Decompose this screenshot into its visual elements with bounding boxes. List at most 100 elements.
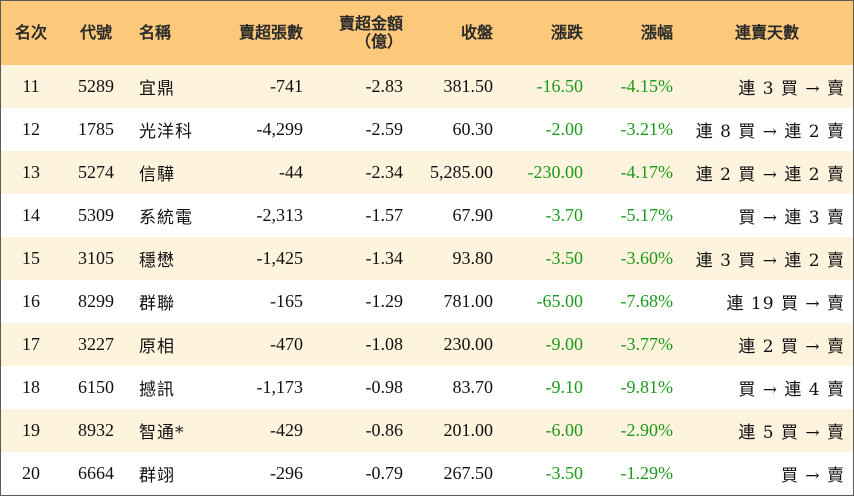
cell-change: -3.50	[545, 248, 584, 268]
cell-name: 穩懋	[139, 251, 175, 271]
cell-name: 撼訊	[139, 380, 175, 400]
header-close: 收盤	[460, 23, 493, 42]
cell-code: 5289	[78, 76, 114, 96]
cell-code: 1785	[78, 119, 114, 139]
cell-rank: 19	[22, 420, 40, 440]
cell-net-sell-lots: -741	[270, 76, 303, 96]
cell-change-pct: -7.68%	[620, 291, 674, 311]
cell-streak: 連 5 買 → 賣	[738, 423, 845, 443]
cell-streak: 連 2 買 → 連 2 賣	[695, 165, 845, 185]
cell-close: 83.70	[452, 377, 494, 397]
cell-net-sell-amount: -0.79	[365, 463, 404, 483]
cell-net-sell-lots: -296	[270, 463, 303, 483]
cell-code: 8299	[78, 291, 114, 311]
table-row: 16 8299 群聯 -165 -1.29 781.00 -65.00 -7.68% 連 19 …	[1, 280, 853, 323]
header-change-pct: 漲幅	[640, 23, 673, 42]
cell-change-pct: -4.17%	[620, 162, 674, 182]
table-row: 20 6664 群翊 -296 -0.79 267.50 -3.50 -1.29% 買 → 賣	[1, 452, 853, 495]
cell-streak: 連 19 買 → 賣	[726, 294, 845, 314]
cell-close: 67.90	[452, 205, 494, 225]
cell-streak: 連 2 買 → 賣	[738, 337, 845, 357]
cell-code: 5274	[78, 162, 114, 182]
cell-rank: 16	[22, 291, 40, 311]
cell-change: -9.00	[545, 334, 584, 354]
cell-streak: 連 8 買 → 連 2 賣	[695, 122, 845, 142]
cell-change-pct: -5.17%	[620, 205, 674, 225]
header-net-sell-amount: 賣超金額 （億）	[338, 14, 403, 51]
cell-close: 93.80	[452, 248, 494, 268]
header-streak: 連賣天數	[734, 23, 799, 42]
cell-code: 3105	[78, 248, 114, 268]
cell-change-pct: -3.77%	[620, 334, 674, 354]
cell-net-sell-amount: -2.59	[365, 119, 404, 139]
cell-rank: 18	[22, 377, 40, 397]
cell-change-pct: -3.21%	[620, 119, 674, 139]
cell-name: 群翊	[139, 466, 175, 486]
cell-rank: 17	[22, 334, 40, 354]
table-row: 19 8932 智通* -429 -0.86 201.00 -6.00 -2.90% 連 5 買…	[1, 409, 853, 452]
header-net-sell-lots: 賣超張數	[238, 23, 303, 42]
cell-code: 5309	[78, 205, 114, 225]
cell-change: -3.70	[545, 205, 584, 225]
cell-change: -2.00	[545, 119, 584, 139]
cell-net-sell-lots: -470	[270, 334, 303, 354]
cell-net-sell-lots: -1,425	[256, 248, 304, 268]
cell-change-pct: -4.15%	[620, 76, 674, 96]
cell-close: 230.00	[443, 334, 494, 354]
cell-close: 381.50	[443, 76, 494, 96]
cell-name: 智通*	[139, 423, 185, 443]
cell-close: 781.00	[443, 291, 494, 311]
table-row: 14 5309 系統電 -2,313 -1.57 67.90 -3.70 -5.17% 買 → …	[1, 194, 853, 237]
cell-change-pct: -3.60%	[620, 248, 674, 268]
cell-close: 201.00	[443, 420, 494, 440]
cell-code: 8932	[78, 420, 114, 440]
cell-rank: 11	[22, 76, 40, 96]
header-row: 名次 代號 名稱 賣超張數 賣超金額 （億） 收盤 漲跌 漲幅 連賣天數	[1, 1, 853, 65]
table-row: 11 5289 宜鼎 -741 -2.83 381.50 -16.50 -4.15% 連 3 買…	[1, 65, 853, 108]
table-row: 17 3227 原相 -470 -1.08 230.00 -9.00 -3.77% 連 2 買 …	[1, 323, 853, 366]
cell-change: -3.50	[545, 463, 584, 483]
cell-close: 60.30	[452, 119, 494, 139]
cell-net-sell-amount: -1.34	[365, 248, 404, 268]
table-body: 11 5289 宜鼎 -741 -2.83 381.50 -16.50 -4.15% 連 3 買…	[1, 65, 853, 495]
cell-close: 5,285.00	[430, 162, 493, 182]
cell-rank: 12	[22, 119, 40, 139]
cell-net-sell-amount: -2.83	[365, 76, 404, 96]
table-row: 15 3105 穩懋 -1,425 -1.34 93.80 -3.50 -3.60% 連 3 買…	[1, 237, 853, 280]
cell-change-pct: -1.29%	[620, 463, 674, 483]
table-row: 18 6150 撼訊 -1,173 -0.98 83.70 -9.10 -9.81% 買 → 連…	[1, 366, 853, 409]
header-change: 漲跌	[550, 23, 583, 42]
cell-code: 6150	[78, 377, 114, 397]
cell-name: 信驊	[139, 165, 175, 185]
cell-net-sell-amount: -2.34	[365, 162, 404, 182]
cell-change: -6.00	[545, 420, 584, 440]
header-code: 代號	[79, 23, 112, 42]
cell-code: 3227	[78, 334, 114, 354]
cell-name: 群聯	[139, 294, 175, 314]
cell-net-sell-amount: -0.98	[365, 377, 404, 397]
cell-streak: 連 3 買 → 連 2 賣	[695, 251, 845, 271]
cell-net-sell-lots: -429	[270, 420, 303, 440]
cell-name: 光洋科	[139, 122, 193, 142]
table-header: 名次 代號 名稱 賣超張數 賣超金額 （億） 收盤 漲跌 漲幅 連賣天數	[1, 1, 853, 65]
cell-net-sell-lots: -4,299	[256, 119, 304, 139]
cell-net-sell-amount: -0.86	[365, 420, 404, 440]
cell-net-sell-lots: -44	[279, 162, 303, 182]
cell-name: 原相	[139, 337, 175, 357]
cell-rank: 14	[22, 205, 40, 225]
header-name: 名稱	[139, 23, 172, 42]
header-rank: 名次	[14, 23, 47, 42]
cell-code: 6664	[78, 463, 114, 483]
cell-change: -65.00	[536, 291, 584, 311]
cell-rank: 20	[22, 463, 40, 483]
cell-streak: 買 → 賣	[780, 466, 845, 486]
cell-streak: 連 3 買 → 賣	[738, 79, 845, 99]
cell-rank: 15	[22, 248, 40, 268]
cell-rank: 13	[22, 162, 40, 182]
table-row: 13 5274 信驊 -44 -2.34 5,285.00 -230.00 -4.17% 連 2…	[1, 151, 853, 194]
cell-net-sell-lots: -2,313	[256, 205, 304, 225]
cell-change: -16.50	[536, 76, 584, 96]
cell-streak: 買 → 連 4 賣	[738, 380, 845, 400]
